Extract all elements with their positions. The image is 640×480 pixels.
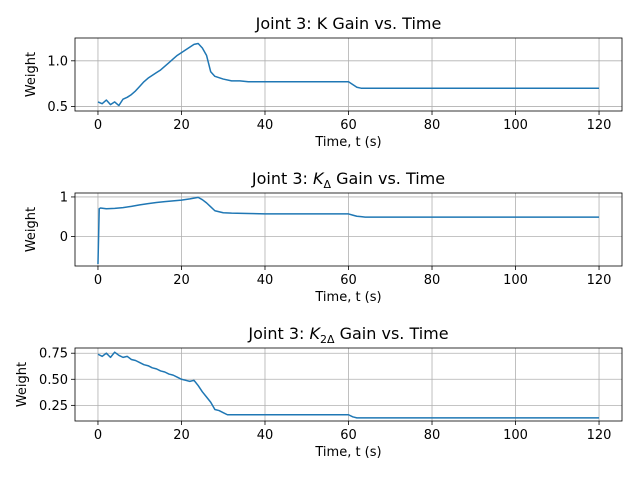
subplot-k-gain: Joint 3: K Gain vs. Time Time, t (s) Wei…: [24, 14, 623, 150]
subplot-k-delta-gain: Joint 3: KΔ Gain vs. Time Time, t (s) We…: [24, 169, 623, 305]
x-tick-label: 120: [587, 118, 612, 133]
x-tick-label: 100: [503, 118, 528, 133]
x-tick-label: 20: [173, 273, 190, 288]
x-tick-label: 80: [424, 428, 441, 443]
title-prefix: Joint 3:: [247, 324, 309, 343]
grid: [75, 193, 622, 266]
subplot-title: Joint 3: KΔ Gain vs. Time: [251, 169, 445, 191]
y-tick-label: 0.50: [39, 373, 68, 388]
y-tick-label: 0.5: [47, 100, 68, 115]
title-suffix: Gain vs. Time: [335, 324, 449, 343]
x-tick-label: 60: [340, 118, 357, 133]
title-symbol: K: [309, 324, 321, 343]
y-tick-label: 0.25: [39, 399, 68, 414]
title-prefix: Joint 3:: [251, 169, 313, 188]
x-tick-label: 80: [424, 118, 441, 133]
grid: [75, 348, 622, 421]
y-tick-label: 1.0: [47, 54, 68, 69]
subplot-k-2delta-gain: Joint 3: K2Δ Gain vs. Time Time, t (s) W…: [15, 324, 623, 460]
subplot-title: Joint 3: K2Δ Gain vs. Time: [247, 324, 448, 346]
x-tick-label: 40: [257, 428, 274, 443]
y-axis-label: Weight: [15, 362, 30, 407]
grid: [75, 38, 622, 111]
x-tick-label: 20: [173, 428, 190, 443]
x-axis-label: Time, t (s): [314, 290, 381, 305]
x-tick-label: 0: [94, 118, 102, 133]
x-tick-label: 100: [503, 273, 528, 288]
y-tick-label: 1: [60, 190, 68, 205]
title-subscript: 2Δ: [320, 333, 335, 346]
y-axis-label: Weight: [24, 207, 39, 252]
title-subscript: Δ: [323, 178, 331, 191]
x-tick-label: 60: [340, 273, 357, 288]
x-tick-label: 100: [503, 428, 528, 443]
x-tick-label: 120: [587, 428, 612, 443]
title-symbol: K: [313, 169, 325, 188]
x-axis-label: Time, t (s): [314, 445, 381, 460]
y-axis-label: Weight: [24, 52, 39, 97]
x-tick-label: 80: [424, 273, 441, 288]
x-axis-label: Time, t (s): [314, 135, 381, 150]
series-line: [97, 351, 600, 419]
x-tick-label: 0: [94, 428, 102, 443]
y-tick-label: 0.75: [39, 347, 68, 362]
y-tick-label: 0: [60, 230, 68, 245]
x-tick-label: 0: [94, 273, 102, 288]
series-line: [97, 42, 600, 107]
x-tick-label: 60: [340, 428, 357, 443]
x-tick-label: 120: [587, 273, 612, 288]
x-tick-label: 40: [257, 273, 274, 288]
subplot-title: Joint 3: K Gain vs. Time: [255, 14, 442, 33]
series-line: [97, 196, 600, 265]
x-tick-label: 20: [173, 118, 190, 133]
x-tick-label: 40: [257, 118, 274, 133]
title-suffix: Gain vs. Time: [331, 169, 445, 188]
